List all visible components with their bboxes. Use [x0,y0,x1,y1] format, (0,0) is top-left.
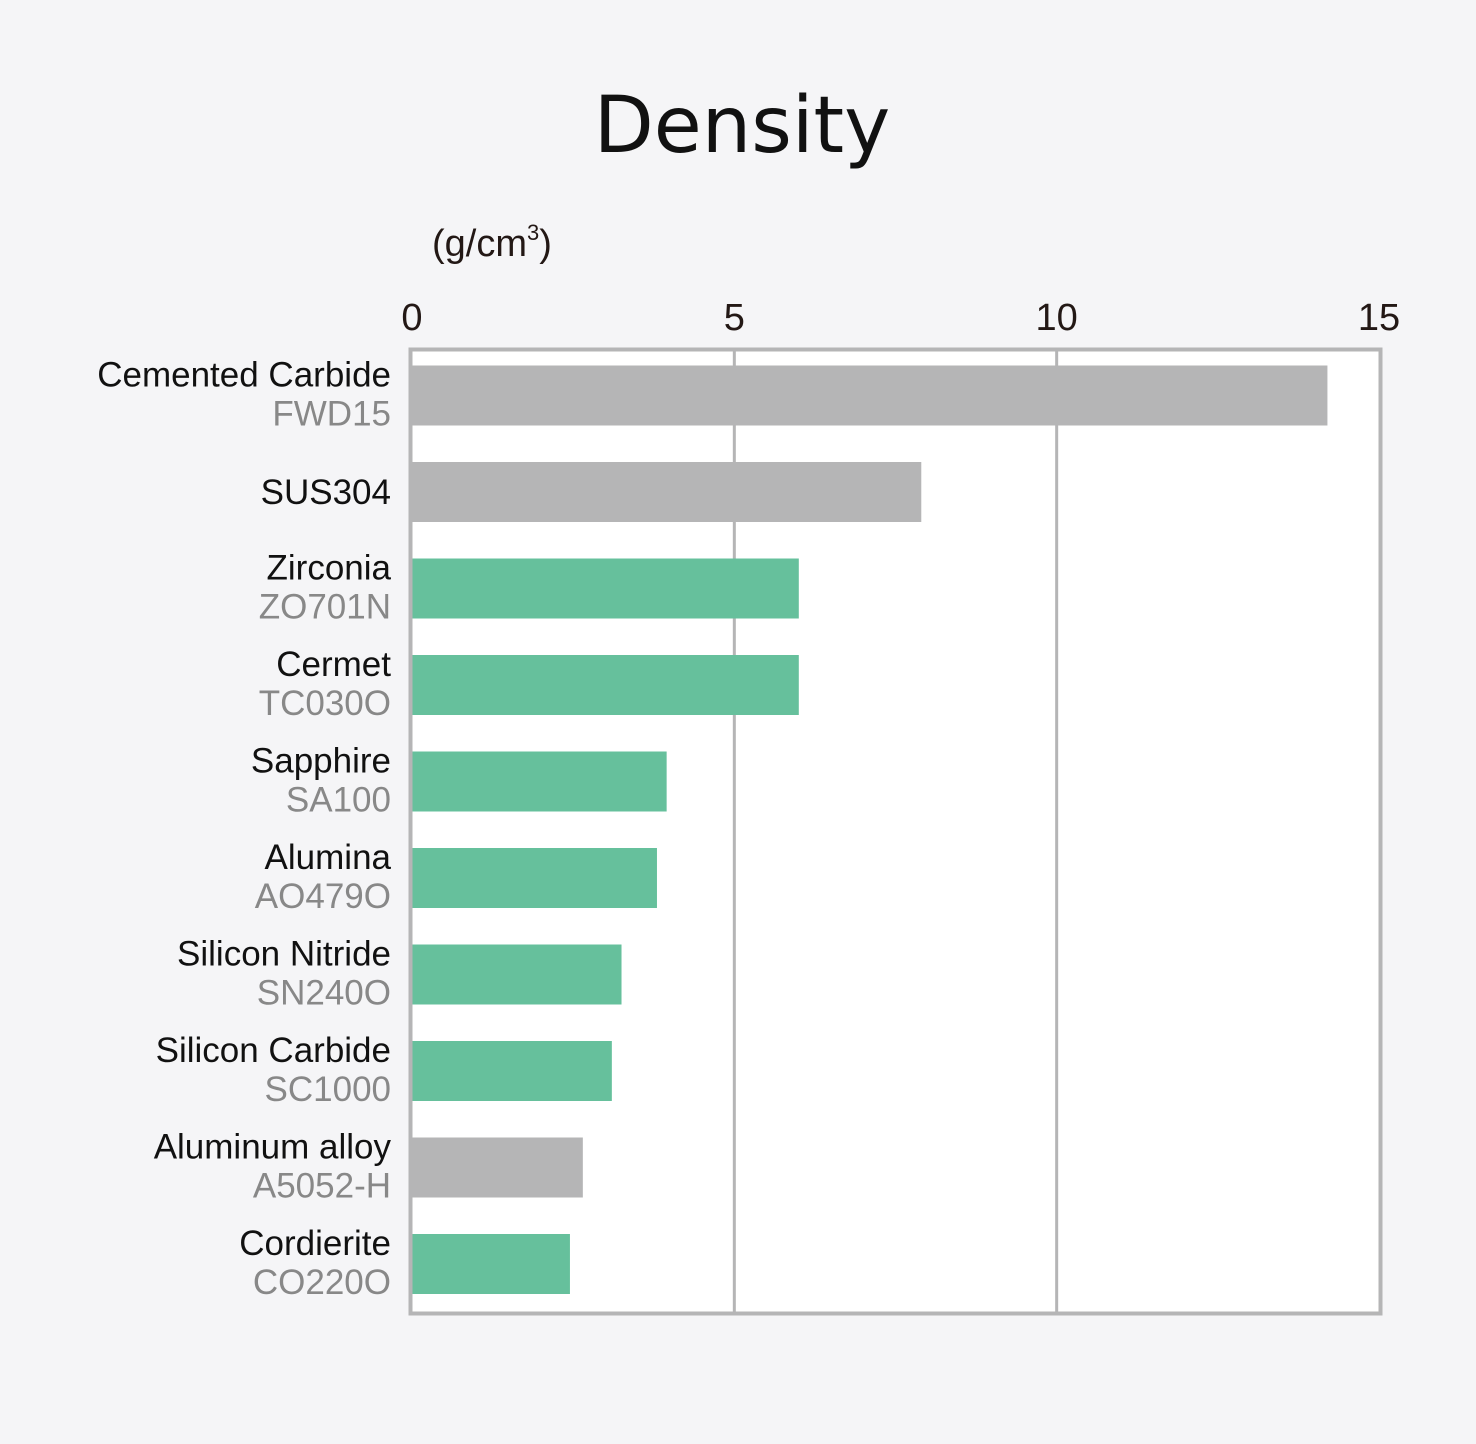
category-code: A5052-H [253,1167,391,1206]
unit-label-prefix: (g/cm [432,223,527,265]
category-code: CO220O [253,1263,391,1302]
category-code: SN240O [257,974,391,1013]
category-name: Silicon Carbide [156,1031,391,1070]
category-name: Cemented Carbide [97,356,391,395]
chart-title: Density [594,81,891,171]
category-name: SUS304 [261,473,391,512]
category-name: Alumina [265,838,392,877]
bar [412,848,657,908]
unit-label-suffix: ) [539,223,552,265]
category-name: Cordierite [239,1224,391,1263]
x-tick-label: 15 [1358,297,1400,339]
x-tick-label: 0 [401,297,422,339]
bar [412,1041,612,1101]
bar [412,558,799,619]
bars [412,365,1328,1294]
category-code: SC1000 [265,1070,391,1109]
bar [412,751,667,812]
category-code: SA100 [286,781,391,820]
category-name: Sapphire [251,742,391,781]
category-code: AO479O [255,877,391,916]
category-code: ZO701N [259,588,391,627]
bar [412,365,1328,426]
category-name: Zirconia [267,549,392,588]
category-name: Cermet [276,645,391,684]
bar [412,1137,583,1198]
x-tick-label: 5 [724,297,745,339]
x-axis-ticks: 0 5 10 15 [401,297,1400,339]
x-tick-label: 10 [1036,297,1078,339]
plot-frame [408,347,1383,1316]
category-code: TC030O [259,684,391,723]
frame-layer [408,347,1383,1316]
bar [412,944,622,1005]
category-code: FWD15 [272,395,391,434]
category-name: Silicon Nitride [177,935,391,974]
unit-label: (g/cm3) [432,220,552,265]
category-name: Aluminum alloy [154,1128,392,1167]
bar [412,1234,570,1294]
bar [412,655,799,715]
bar [412,462,922,522]
unit-label-superscript: 3 [527,220,539,245]
